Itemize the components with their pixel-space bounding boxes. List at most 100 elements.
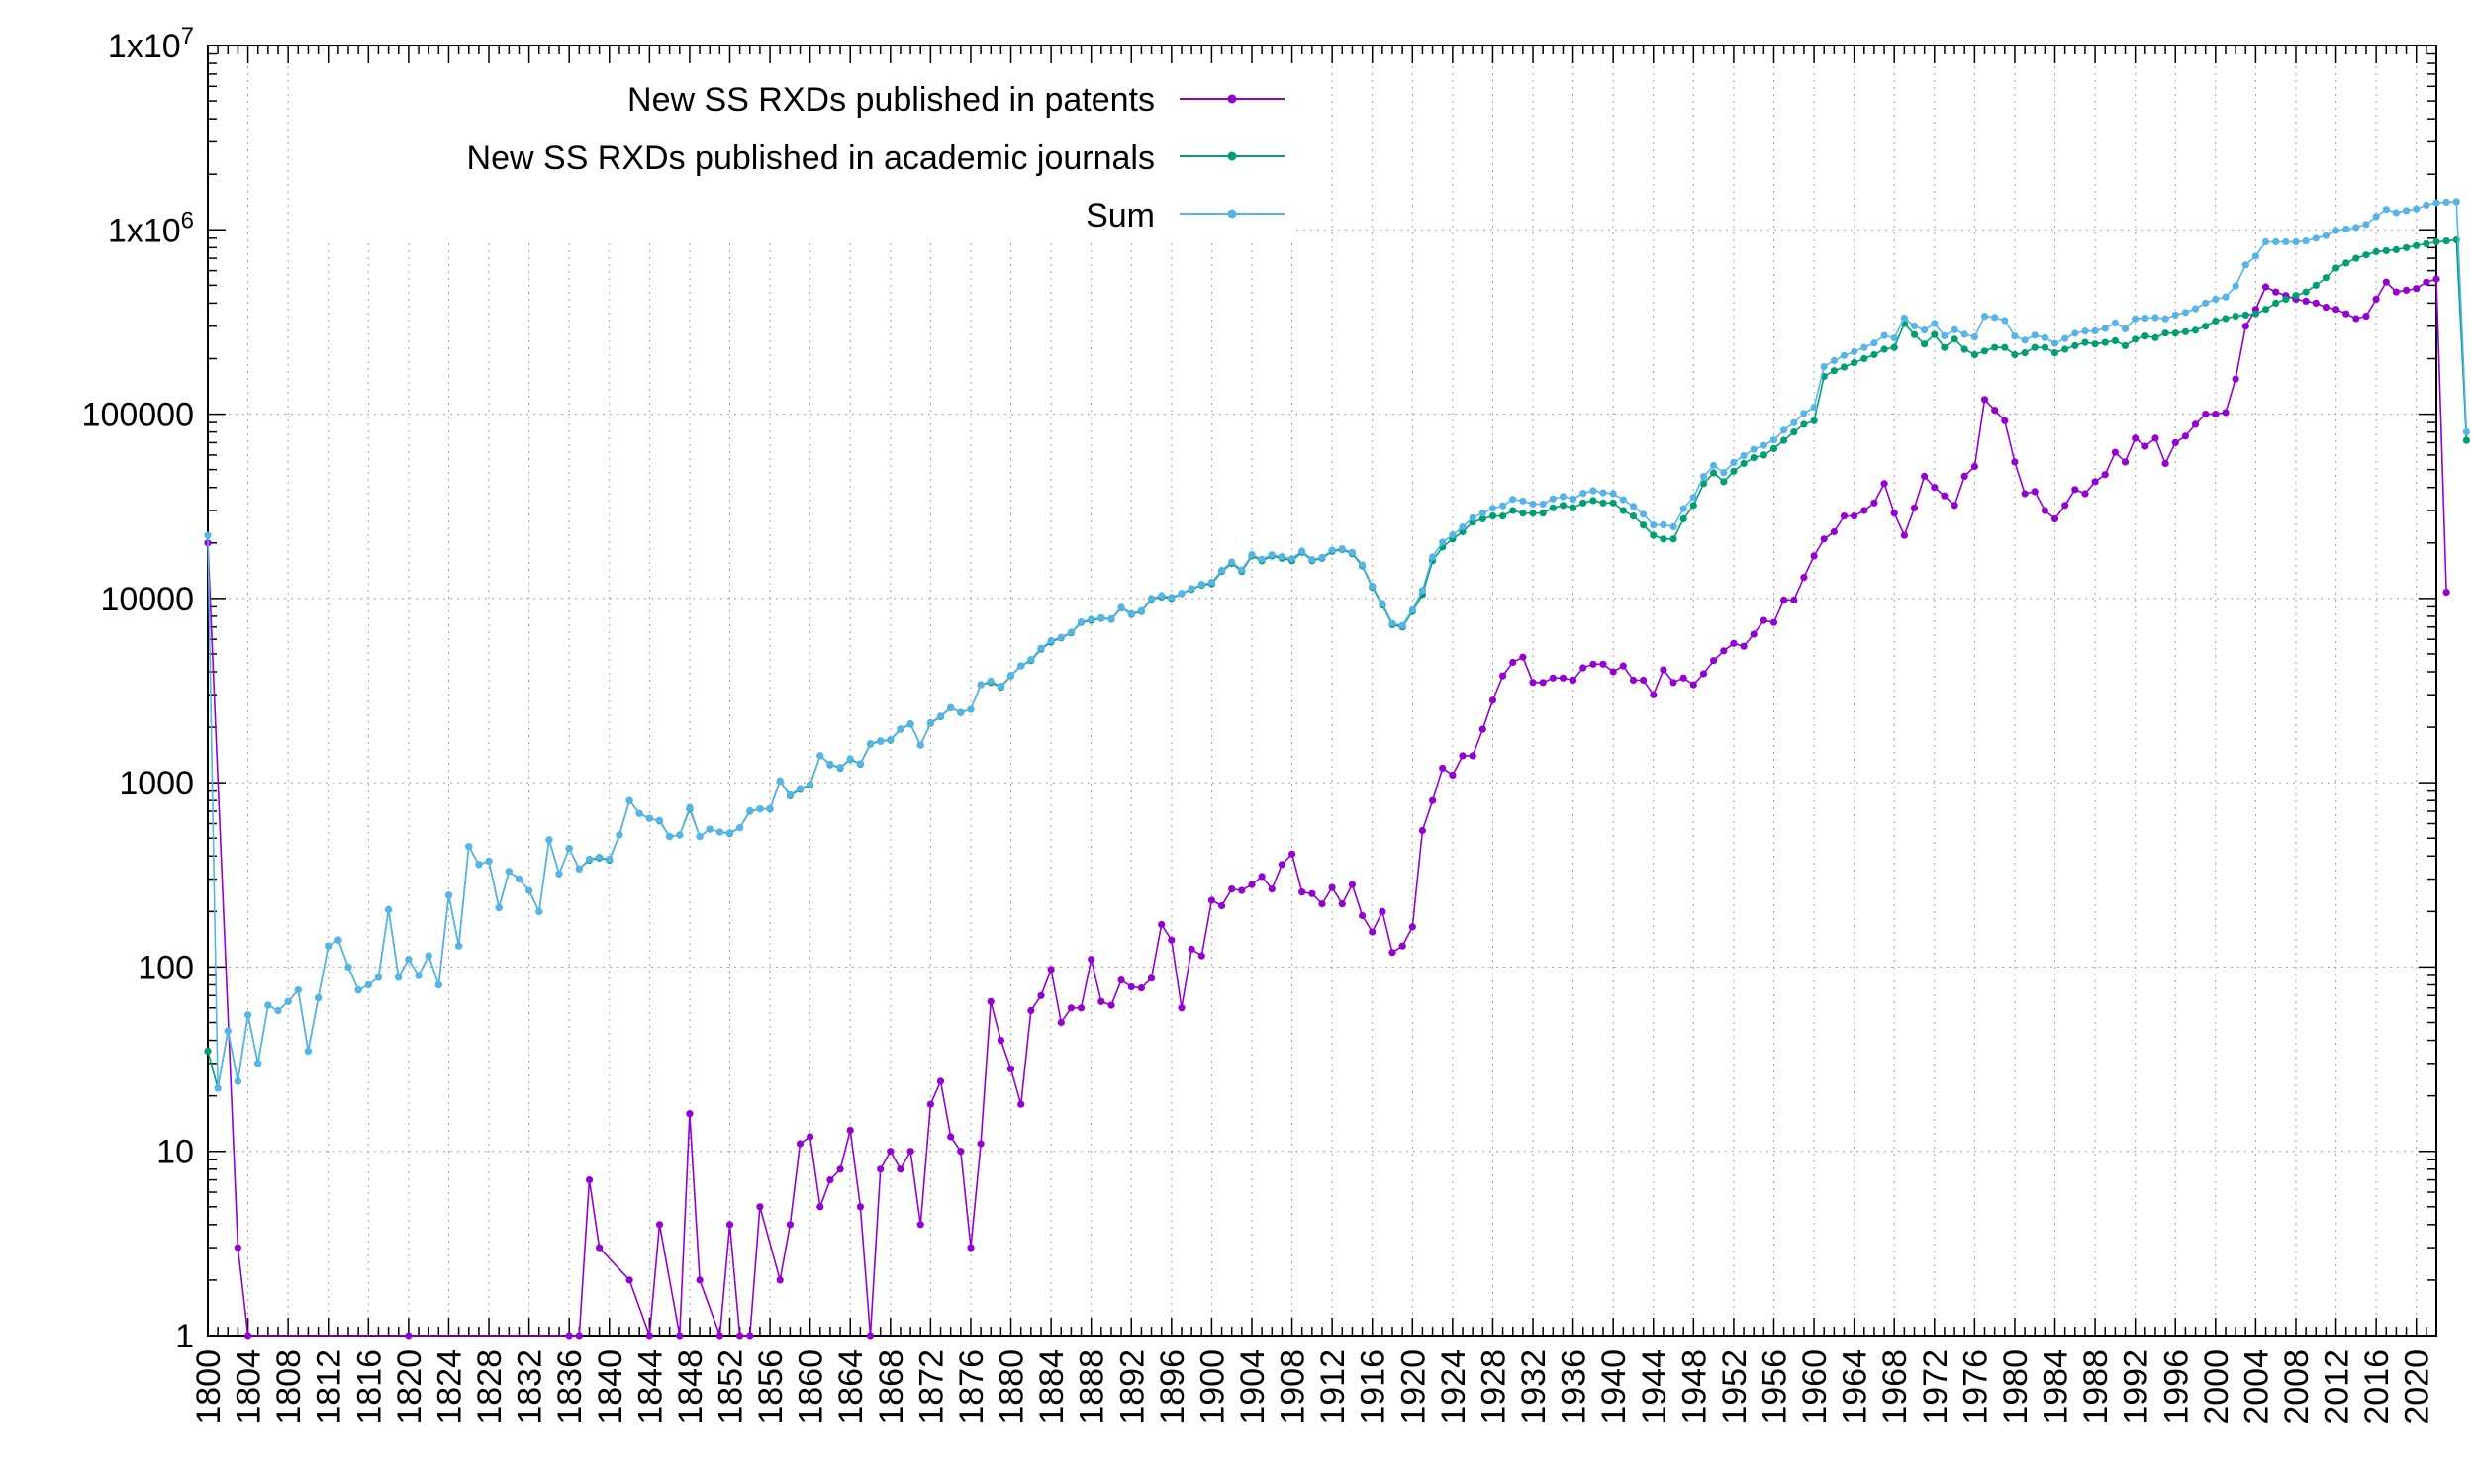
data-point-sum [444, 891, 453, 899]
data-point-patents [1820, 535, 1828, 543]
data-point-academic [2191, 326, 2200, 334]
data-point-patents [1057, 1018, 1065, 1027]
data-point-sum [1338, 545, 1346, 553]
data-point-sum [2462, 428, 2470, 436]
data-point-sum [495, 903, 503, 912]
data-point-academic [2021, 349, 2029, 357]
data-point-sum [1559, 493, 1568, 501]
data-point-patents [926, 1100, 935, 1108]
data-point-patents [1539, 679, 1547, 687]
data-point-sum [645, 814, 653, 822]
data-point-sum [856, 760, 865, 768]
y-tick-label: 1 [175, 1318, 194, 1355]
data-point-patents [1589, 660, 1597, 668]
data-point-sum [596, 853, 604, 861]
data-point-patents [2413, 285, 2421, 293]
data-point-patents [1570, 676, 1577, 685]
data-point-patents [1660, 666, 1667, 674]
data-point-patents [1559, 674, 1568, 682]
data-point-patents [1097, 997, 1105, 1005]
data-point-patents [1960, 472, 1968, 480]
data-point-sum [1388, 619, 1396, 627]
data-point-sum [786, 790, 795, 798]
data-point-patents [1851, 512, 1858, 520]
data-point-academic [2161, 329, 2169, 337]
data-point-patents [2392, 288, 2400, 296]
data-point-patents [846, 1126, 854, 1135]
data-point-sum [2241, 261, 2249, 269]
data-point-sum [535, 907, 543, 916]
data-point-academic [1599, 499, 1607, 507]
data-point-patents [1478, 725, 1486, 733]
data-point-patents [877, 1165, 885, 1173]
x-tick-label: 1956 [1756, 1349, 1793, 1425]
data-point-sum [1488, 505, 1497, 512]
data-point-patents [1197, 952, 1205, 960]
data-point-academic [2222, 315, 2230, 323]
x-tick-label: 1968 [1876, 1349, 1914, 1425]
data-point-sum [957, 708, 965, 716]
x-tick-label: 1964 [1837, 1349, 1874, 1425]
data-point-patents [2222, 409, 2230, 417]
data-point-patents [1408, 923, 1416, 931]
data-point-academic [2292, 292, 2300, 300]
data-point-academic [1720, 478, 1728, 486]
data-point-sum [2161, 315, 2169, 323]
data-point-patents [1258, 873, 1266, 881]
data-point-academic [1740, 459, 1748, 467]
data-point-patents [977, 1140, 985, 1148]
data-point-sum [1278, 553, 1285, 561]
data-point-patents [1860, 507, 1868, 514]
data-point-sum [515, 875, 523, 883]
data-point-sum [415, 972, 423, 979]
data-point-sum [1097, 613, 1105, 621]
x-tick-label: 1812 [311, 1349, 348, 1425]
data-point-sum [606, 855, 614, 864]
data-point-academic [2171, 329, 2179, 337]
data-point-patents [1579, 664, 1587, 672]
data-point-sum [1398, 621, 1406, 629]
data-point-sum [505, 868, 513, 876]
data-point-patents [2101, 471, 2109, 479]
data-point-academic [2312, 281, 2320, 289]
data-point-academic [1519, 510, 1527, 517]
x-tick-label: 1928 [1475, 1349, 1512, 1425]
x-tick-label: 1984 [2038, 1349, 2075, 1425]
x-tick-label: 1992 [2118, 1349, 2155, 1425]
data-point-sum [1288, 555, 1296, 563]
data-point-academic [1790, 428, 1798, 436]
data-point-patents [1147, 974, 1156, 982]
data-point-sum [2312, 234, 2320, 242]
data-point-sum [877, 737, 885, 745]
data-point-sum [475, 861, 483, 869]
data-point-academic [2352, 254, 2360, 262]
data-point-patents [2382, 278, 2390, 286]
data-point-patents [1699, 670, 1708, 678]
x-tick-label: 1908 [1275, 1349, 1312, 1425]
data-point-patents [1840, 512, 1849, 520]
data-point-patents [676, 1332, 684, 1340]
data-point-patents [2432, 275, 2440, 283]
data-point-sum [315, 994, 323, 1002]
data-point-sum [1740, 452, 1748, 460]
data-point-patents [1318, 900, 1326, 908]
data-point-sum [2101, 325, 2109, 332]
series-line-patents [207, 278, 2447, 1337]
data-point-patents [866, 1332, 875, 1340]
data-point-patents [575, 1332, 583, 1340]
x-tick-label: 1840 [592, 1349, 629, 1425]
series-patents [204, 275, 2450, 1340]
data-point-sum [304, 1047, 312, 1055]
data-point-academic [1980, 347, 1989, 355]
data-point-sum [2222, 293, 2230, 301]
data-point-patents [1017, 1100, 1025, 1108]
data-point-patents [1268, 885, 1276, 893]
data-point-patents [1750, 630, 1758, 638]
data-point-patents [906, 1148, 914, 1156]
grid [208, 46, 2436, 1336]
data-point-patents [796, 1140, 805, 1148]
data-point-sum [2372, 213, 2380, 221]
x-tick-label: 1920 [1394, 1349, 1432, 1425]
data-point-academic [1890, 343, 1898, 351]
x-tick-label: 1816 [350, 1349, 388, 1425]
